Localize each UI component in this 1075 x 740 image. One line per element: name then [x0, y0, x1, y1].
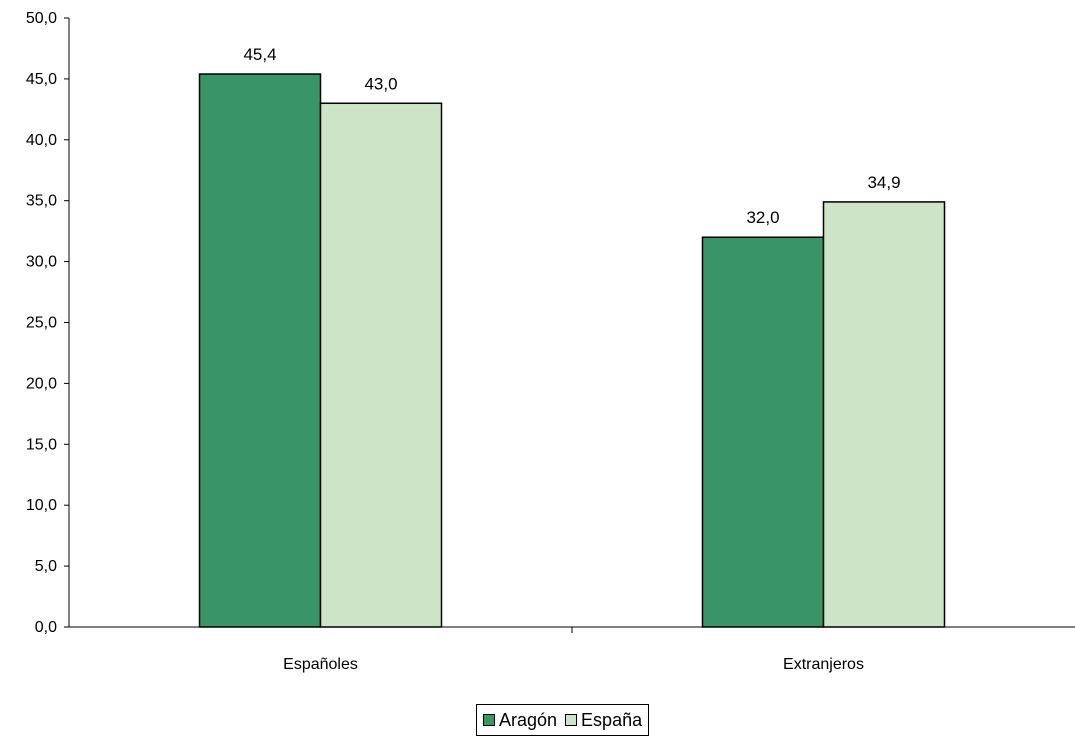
x-category-label: Españoles — [283, 656, 358, 673]
y-tick-label: 25,0 — [26, 315, 57, 332]
y-tick-label: 50,0 — [26, 10, 57, 27]
bar — [822, 201, 946, 628]
legend-item-espana: España — [565, 710, 642, 731]
bar — [319, 102, 443, 628]
legend-swatch-espana — [565, 714, 578, 726]
bar — [198, 73, 322, 628]
labels: 45,4 43,0 Españoles 32,0 34,9 Extranjeros — [243, 45, 900, 673]
legend-label-espana: España — [581, 709, 643, 730]
y-tick-label: 5,0 — [35, 558, 57, 575]
axes: 0,0 5,0 10,0 15,0 20,0 25,0 30,0 35,0 40,0 45,0 50… — [26, 10, 1075, 636]
y-tick-label: 10,0 — [26, 497, 57, 514]
y-tick-label: 0,0 — [35, 619, 57, 636]
legend-item-aragon: Aragón — [483, 710, 557, 731]
data-label: 32,0 — [746, 208, 779, 227]
data-label: 34,9 — [867, 173, 900, 192]
y-tick-label: 35,0 — [26, 193, 57, 210]
y-tick-label: 45,0 — [26, 71, 57, 88]
y-tick-label: 40,0 — [26, 132, 57, 149]
y-tick-label: 30,0 — [26, 254, 57, 271]
y-tick-label: 20,0 — [26, 375, 57, 392]
data-label: 45,4 — [243, 45, 276, 64]
bars — [198, 73, 946, 628]
x-category-label: Extranjeros — [783, 656, 864, 673]
bar — [701, 236, 825, 628]
legend: Aragón España — [476, 704, 650, 736]
legend-swatch-aragon — [483, 714, 495, 726]
y-tick-label: 15,0 — [26, 436, 57, 453]
legend-label-aragon: Aragón — [499, 709, 558, 730]
data-label: 43,0 — [364, 74, 397, 93]
